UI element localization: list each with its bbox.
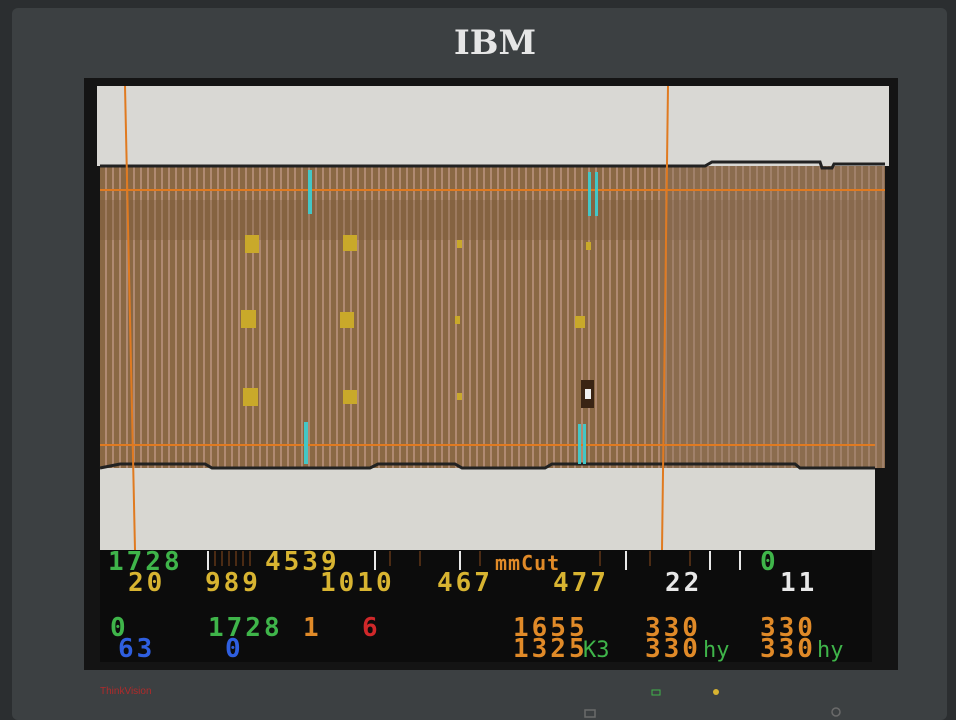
readout-value: 1728	[208, 613, 283, 643]
readout-value: 0	[225, 634, 244, 664]
readout-value: 477	[553, 568, 609, 598]
dark-marker	[585, 389, 591, 399]
readout-unit: K3	[583, 638, 610, 663]
readout-value: 22	[665, 568, 702, 598]
readout-value: 20	[128, 568, 165, 598]
readout-value: 330	[760, 634, 816, 664]
readout-value: 1	[303, 613, 322, 643]
readout-panel	[100, 550, 872, 662]
shade	[660, 166, 885, 468]
readout-value: 330	[645, 634, 701, 664]
readout-value: 11	[780, 568, 817, 598]
button-icon	[713, 689, 719, 695]
model-label: ThinkVision	[100, 686, 152, 697]
readout-value: 1325	[513, 634, 588, 664]
readout-value: 989	[205, 568, 261, 598]
readout-value: 1010	[320, 568, 395, 598]
readout-unit: hy	[817, 638, 844, 663]
readout-value: 63	[118, 634, 155, 664]
monitor-photo: IBM ThinkVision 1728 4539 mmCut 0 20 989…	[0, 0, 956, 720]
readout-label: mmCut	[495, 551, 560, 575]
readout-unit: hy	[703, 638, 730, 663]
readout-value: 0	[760, 547, 779, 577]
top-band	[97, 86, 889, 166]
readout-value: 467	[437, 568, 493, 598]
readout-value: 6	[362, 613, 381, 643]
bottom-band	[100, 468, 875, 550]
brand-logo: IBM	[454, 23, 536, 63]
